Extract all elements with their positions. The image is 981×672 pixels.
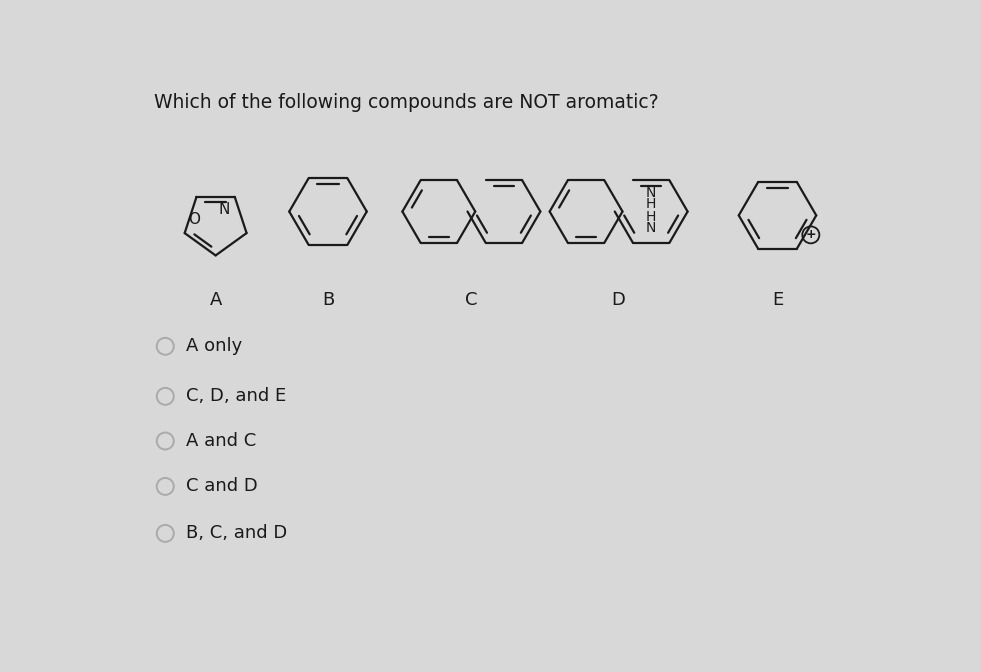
Text: A and C: A and C xyxy=(186,432,256,450)
Text: B, C, and D: B, C, and D xyxy=(186,524,287,542)
Text: O: O xyxy=(187,212,200,227)
Text: C and D: C and D xyxy=(186,477,258,495)
Text: N: N xyxy=(645,221,656,235)
Text: A: A xyxy=(209,291,222,309)
Text: D: D xyxy=(612,291,626,309)
Text: +: + xyxy=(805,228,816,241)
Text: E: E xyxy=(772,291,783,309)
Text: H: H xyxy=(645,210,656,224)
Text: C: C xyxy=(465,291,478,309)
Text: H: H xyxy=(645,197,656,211)
Text: N: N xyxy=(219,202,231,216)
Text: N: N xyxy=(645,185,656,200)
Text: C, D, and E: C, D, and E xyxy=(186,387,286,405)
Text: A only: A only xyxy=(186,337,242,355)
Text: B: B xyxy=(322,291,335,309)
Text: Which of the following compounds are NOT aromatic?: Which of the following compounds are NOT… xyxy=(154,93,658,112)
